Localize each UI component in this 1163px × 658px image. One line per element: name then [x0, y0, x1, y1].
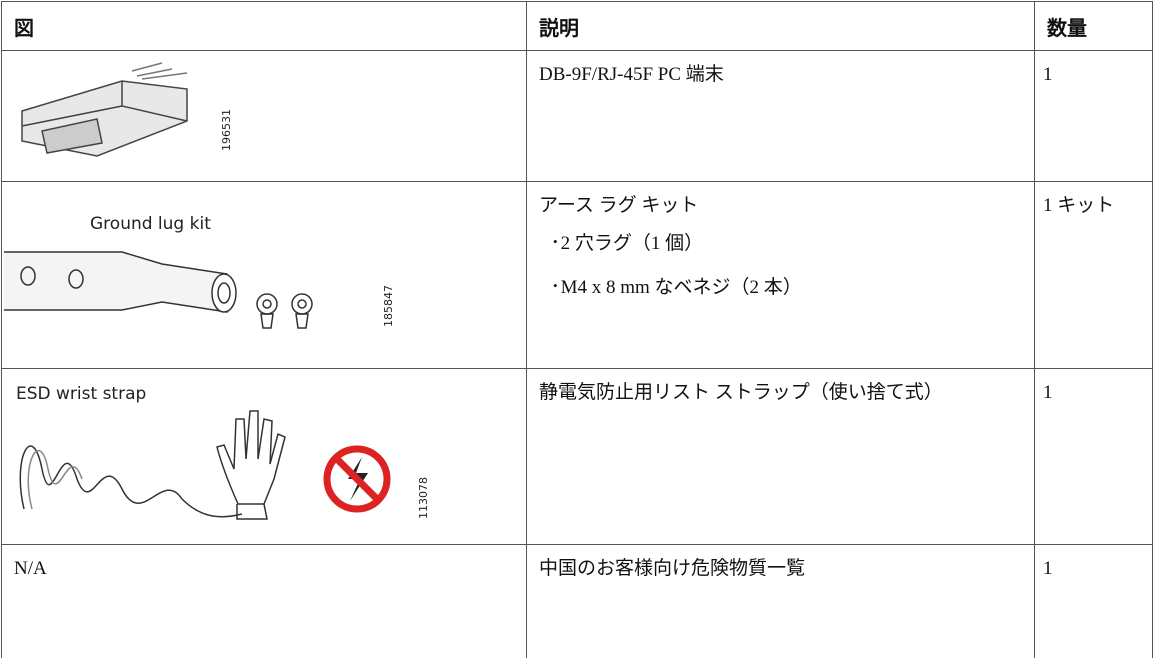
wrist-strap-figure: ESD wrist strap 113078 [16, 384, 430, 520]
figure-cell: Ground lug kit 185847 [1, 181, 527, 369]
figure-caption: ESD wrist strap [16, 384, 146, 404]
figure-cell: ESD wrist strap 113078 [1, 368, 527, 545]
header-cell: 図 [1, 1, 527, 51]
figure-id: 113078 [417, 477, 430, 519]
connector-figure: 196531 [21, 62, 233, 157]
bullet: M4 x 8 mm なベネジ（2 本） [553, 272, 1024, 302]
page: 図 説明 数量 196531 DB-9F/RJ-45F PC 端末 1 Grou… [0, 0, 1163, 643]
quantity: 1 [1034, 544, 1153, 658]
row: N/A 中国のお客様向け危険物質一覧 1 [1, 544, 1153, 658]
figure-caption: Ground lug kit [90, 214, 211, 234]
description: 中国のお客様向け危険物質一覧 [526, 544, 1035, 658]
header-cell: 数量 [1034, 1, 1153, 51]
header-cell: 説明 [526, 1, 1035, 51]
figure-id: 185847 [382, 285, 395, 327]
row: 196531 DB-9F/RJ-45F PC 端末 1 [1, 50, 1153, 182]
quantity: 1 [1034, 368, 1153, 545]
bullet-list: 2 穴ラグ（1 個） M4 x 8 mm なベネジ（2 本） [553, 228, 1024, 302]
header-row: 図 説明 数量 [1, 1, 1153, 51]
figure-text: N/A [1, 544, 527, 658]
row: ESD wrist strap 113078 静電気防止用リスト ストラップ（使… [1, 368, 1153, 545]
description: アース ラグ キット 2 穴ラグ（1 個） M4 x 8 mm なベネジ（2 本… [526, 181, 1035, 369]
lug-figure: Ground lug kit 185847 [4, 214, 395, 329]
description: 静電気防止用リスト ストラップ（使い捨て式） [526, 368, 1035, 545]
description: DB-9F/RJ-45F PC 端末 [526, 50, 1035, 182]
description-title: アース ラグ キット [539, 195, 699, 216]
bullet: 2 穴ラグ（1 個） [553, 228, 1024, 258]
quantity: 1 キット [1034, 181, 1153, 369]
figure-id: 196531 [220, 109, 233, 151]
row: Ground lug kit 185847 アース ラグ キット 2 穴ラグ（1… [1, 181, 1153, 369]
quantity: 1 [1034, 50, 1153, 182]
figure-cell: 196531 [1, 50, 527, 182]
